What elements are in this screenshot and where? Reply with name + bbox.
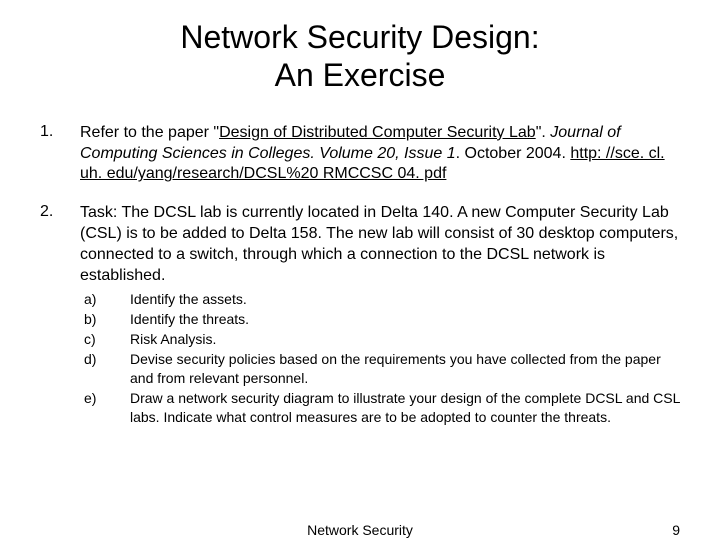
item1-mid2: . October 2004. [456, 145, 571, 162]
footer-center: Network Security [307, 522, 413, 538]
page-number: 9 [672, 522, 680, 538]
list-body-2: Task: The DCSL lab is currently located … [80, 203, 680, 427]
title-line-2: An Exercise [275, 57, 446, 93]
sub-body-a: Identify the assets. [130, 290, 680, 309]
sub-label-d: d) [80, 350, 130, 388]
list-item-2: 2. Task: The DCSL lab is currently locat… [40, 203, 680, 427]
sub-list: a) Identify the assets. b) Identify the … [80, 290, 680, 426]
slide-title: Network Security Design: An Exercise [40, 18, 680, 95]
sub-item-b: b) Identify the threats. [80, 310, 680, 329]
list-number-1: 1. [40, 123, 80, 185]
sub-body-c: Risk Analysis. [130, 330, 680, 349]
title-line-1: Network Security Design: [180, 19, 539, 55]
sub-label-e: e) [80, 389, 130, 427]
list-body-1: Refer to the paper "Design of Distribute… [80, 123, 680, 185]
sub-body-d: Devise security policies based on the re… [130, 350, 680, 388]
item2-body: Task: The DCSL lab is currently located … [80, 204, 678, 283]
item1-pre: Refer to the paper " [80, 124, 219, 141]
sub-item-a: a) Identify the assets. [80, 290, 680, 309]
sub-label-a: a) [80, 290, 130, 309]
item1-link1[interactable]: Design of Distributed Computer Security … [219, 124, 536, 141]
list-item-1: 1. Refer to the paper "Design of Distrib… [40, 123, 680, 185]
sub-body-b: Identify the threats. [130, 310, 680, 329]
sub-item-d: d) Devise security policies based on the… [80, 350, 680, 388]
sub-label-b: b) [80, 310, 130, 329]
item1-mid1: ". [536, 124, 551, 141]
list-number-2: 2. [40, 203, 80, 427]
sub-item-e: e) Draw a network security diagram to il… [80, 389, 680, 427]
sub-body-e: Draw a network security diagram to illus… [130, 389, 680, 427]
sub-item-c: c) Risk Analysis. [80, 330, 680, 349]
sub-label-c: c) [80, 330, 130, 349]
